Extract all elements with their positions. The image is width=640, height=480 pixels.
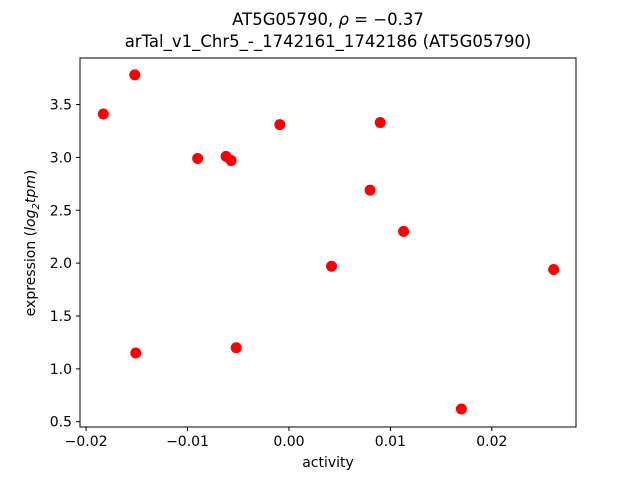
data-point xyxy=(192,152,204,164)
rho-value: = −0.37 xyxy=(348,10,424,29)
x-tick-label: −0.01 xyxy=(166,434,209,450)
y-axis-label-math: log2tpm xyxy=(23,175,42,231)
y-tick-label: 3.0 xyxy=(50,150,72,166)
x-tick-label: 0.00 xyxy=(273,434,304,450)
data-point xyxy=(230,342,242,354)
chart-subtitle: arTal_v1_Chr5_-_1742161_1742186 (AT5G057… xyxy=(124,32,532,51)
data-point xyxy=(455,403,467,415)
x-axis-label: activity xyxy=(302,455,354,471)
y-axis-label-subscript: 2 xyxy=(30,203,42,210)
data-point xyxy=(548,263,560,275)
title-gene-id: AT5G05790, xyxy=(232,10,339,29)
data-point xyxy=(274,119,286,131)
data-point xyxy=(374,116,386,128)
x-tick-label: 0.01 xyxy=(375,434,406,450)
data-point xyxy=(130,347,142,359)
data-point xyxy=(326,260,338,272)
data-point xyxy=(225,155,237,167)
y-axis-label-tpm: tpm xyxy=(23,175,39,204)
y-axis-label-suffix: ) xyxy=(23,169,39,176)
y-tick-label: 2.0 xyxy=(50,256,72,272)
y-axis-label-prefix: expression ( xyxy=(23,230,39,317)
chart-title: AT5G05790, ρ = −0.37 arTal_v1_Chr5_-_174… xyxy=(125,9,532,53)
y-tick-label: 0.5 xyxy=(50,415,72,431)
y-axis-label-log: log xyxy=(23,209,39,231)
rho-symbol: ρ xyxy=(338,10,349,29)
data-point xyxy=(129,69,141,81)
data-point xyxy=(364,184,376,196)
y-tick-label: 1.0 xyxy=(50,362,72,378)
x-tick-label: −0.02 xyxy=(65,434,108,450)
data-point xyxy=(97,108,109,120)
x-tick-label: 0.02 xyxy=(476,434,507,450)
y-axis-label: expression (log2tpm) xyxy=(23,169,42,317)
axes-frame xyxy=(79,57,577,428)
y-tick-label: 1.5 xyxy=(50,309,72,325)
chart-title-line1: AT5G05790, ρ = −0.37 xyxy=(125,9,532,31)
y-tick-label: 3.5 xyxy=(50,98,72,114)
y-tick-label: 2.5 xyxy=(50,203,72,219)
data-point xyxy=(398,225,410,237)
